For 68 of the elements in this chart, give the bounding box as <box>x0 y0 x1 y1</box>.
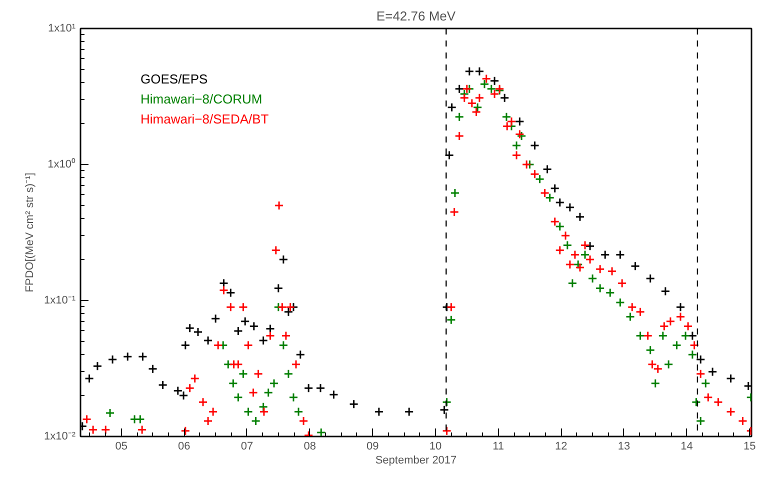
point <box>615 298 625 308</box>
point <box>264 388 274 398</box>
point <box>228 378 238 388</box>
x-axis-title: September 2017 <box>375 454 457 466</box>
point <box>700 378 710 388</box>
text: Himawari−8/SEDA/BT <box>140 112 269 126</box>
point <box>595 284 605 294</box>
point <box>454 112 464 122</box>
x-tick-label: 12 <box>555 440 568 452</box>
point <box>568 278 578 288</box>
point <box>535 174 545 184</box>
chart-title: E=42.76 MeV <box>376 8 456 24</box>
y-axis-title: FPDO[(MeV cm² str s)⁻¹] <box>24 172 36 292</box>
point <box>316 428 326 436</box>
point <box>442 397 452 407</box>
point <box>650 378 660 388</box>
point <box>238 369 248 379</box>
x-tick-label: 13 <box>618 440 630 452</box>
text: GOES/EPS <box>140 72 208 86</box>
x-tick-label: 14 <box>680 440 693 452</box>
x-tick-label: 10 <box>429 440 442 452</box>
point <box>573 260 583 270</box>
point <box>486 84 496 94</box>
point <box>636 330 646 340</box>
point <box>658 330 668 340</box>
point <box>251 416 261 426</box>
point <box>258 402 268 412</box>
point <box>512 140 522 150</box>
point <box>688 350 698 360</box>
y-tick-label: 1x10⁰ <box>48 158 76 170</box>
point <box>672 340 682 350</box>
x-tick-label: 11 <box>492 440 504 452</box>
point <box>680 330 690 340</box>
point <box>480 79 490 89</box>
point <box>450 188 460 198</box>
point <box>472 102 482 112</box>
point <box>625 312 635 322</box>
text: Himawari−8/CORUM <box>140 92 262 106</box>
point <box>269 378 279 388</box>
point <box>502 112 512 122</box>
point <box>696 416 706 426</box>
point <box>605 288 615 298</box>
point <box>588 274 598 284</box>
x-tick-label: 09 <box>366 440 379 452</box>
point <box>244 407 253 417</box>
y-tick-label: 1x10⁻² <box>44 430 76 442</box>
point <box>278 340 288 350</box>
point <box>580 250 590 260</box>
point <box>446 315 456 325</box>
x-tick-label: 06 <box>178 440 190 452</box>
x-tick-label: 07 <box>240 440 254 452</box>
point <box>233 392 243 402</box>
x-tick-label: 05 <box>115 440 128 452</box>
y-tick-label: 1x10⁻¹ <box>44 294 76 306</box>
point <box>284 369 294 379</box>
x-tick-label: 08 <box>304 440 316 452</box>
point <box>545 192 555 202</box>
point <box>105 408 115 418</box>
x-tick-label: 15 <box>743 440 756 452</box>
point <box>223 360 233 370</box>
point <box>555 222 565 232</box>
point <box>664 360 674 370</box>
point <box>691 397 701 407</box>
point <box>288 392 298 402</box>
point <box>646 345 656 355</box>
y-tick-label: 1x10¹ <box>48 22 76 34</box>
point <box>562 240 572 250</box>
point <box>294 407 304 417</box>
